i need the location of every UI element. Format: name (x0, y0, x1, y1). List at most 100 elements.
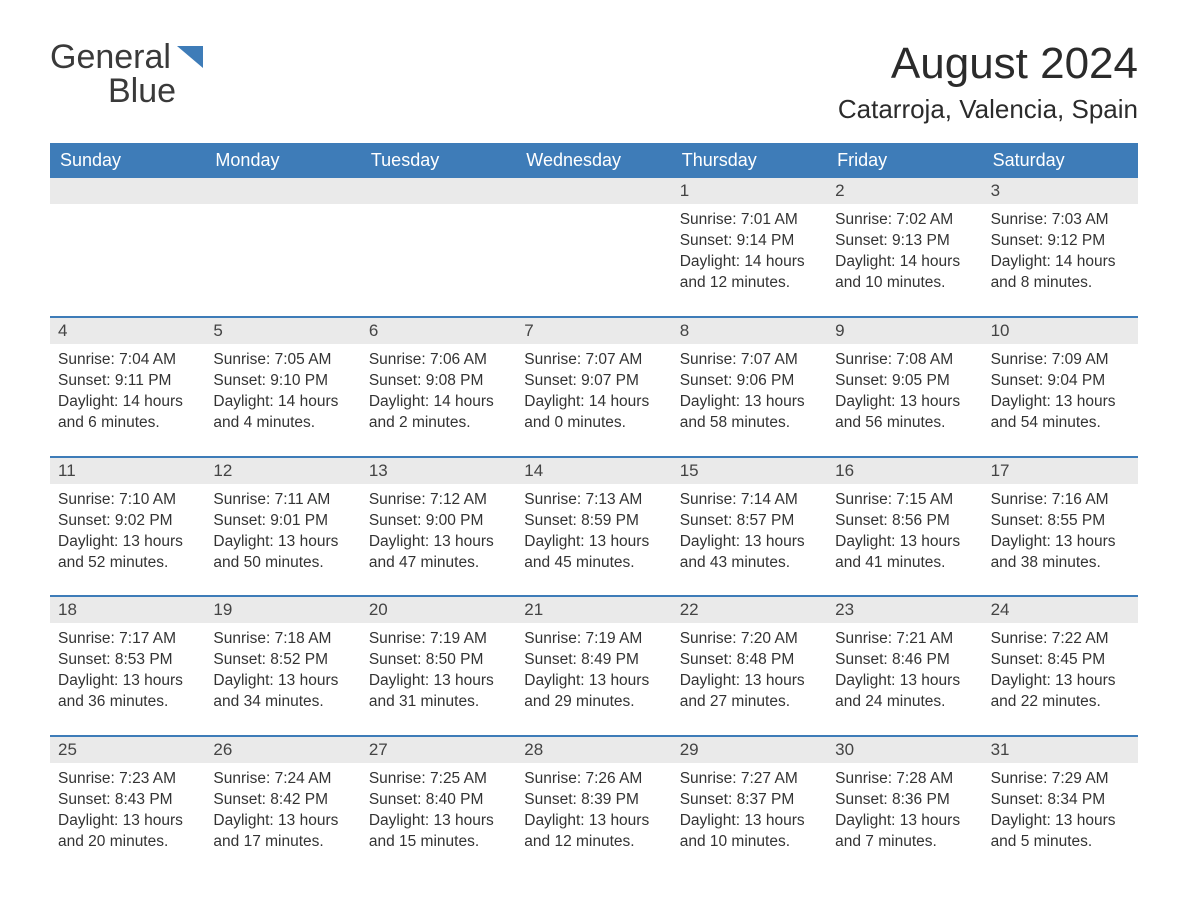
day-number: 10 (983, 318, 1138, 344)
location-subtitle: Catarroja, Valencia, Spain (838, 94, 1138, 125)
daylight-text: Daylight: 13 hours and 27 minutes. (680, 671, 819, 713)
day-details: Sunrise: 7:08 AMSunset: 9:05 PMDaylight:… (827, 344, 982, 438)
day-number: 3 (983, 178, 1138, 204)
day-details: Sunrise: 7:11 AMSunset: 9:01 PMDaylight:… (205, 484, 360, 578)
day-cell: 26Sunrise: 7:24 AMSunset: 8:42 PMDayligh… (205, 737, 360, 857)
day-details: Sunrise: 7:05 AMSunset: 9:10 PMDaylight:… (205, 344, 360, 438)
sunrise-text: Sunrise: 7:26 AM (524, 769, 663, 790)
sunset-text: Sunset: 8:43 PM (58, 790, 197, 811)
day-details: Sunrise: 7:09 AMSunset: 9:04 PMDaylight:… (983, 344, 1138, 438)
day-number: 30 (827, 737, 982, 763)
day-details: Sunrise: 7:25 AMSunset: 8:40 PMDaylight:… (361, 763, 516, 857)
sunset-text: Sunset: 8:34 PM (991, 790, 1130, 811)
weekday-header: Friday (827, 143, 982, 178)
sunset-text: Sunset: 8:39 PM (524, 790, 663, 811)
day-details: Sunrise: 7:04 AMSunset: 9:11 PMDaylight:… (50, 344, 205, 438)
daylight-text: Daylight: 14 hours and 0 minutes. (524, 392, 663, 434)
daylight-text: Daylight: 13 hours and 58 minutes. (680, 392, 819, 434)
day-cell: 22Sunrise: 7:20 AMSunset: 8:48 PMDayligh… (672, 597, 827, 717)
sunrise-text: Sunrise: 7:29 AM (991, 769, 1130, 790)
day-details: Sunrise: 7:29 AMSunset: 8:34 PMDaylight:… (983, 763, 1138, 857)
calendar: Sunday Monday Tuesday Wednesday Thursday… (50, 143, 1138, 856)
day-details: Sunrise: 7:15 AMSunset: 8:56 PMDaylight:… (827, 484, 982, 578)
weekday-header: Saturday (983, 143, 1138, 178)
sunset-text: Sunset: 8:52 PM (213, 650, 352, 671)
sunrise-text: Sunrise: 7:21 AM (835, 629, 974, 650)
daylight-text: Daylight: 14 hours and 2 minutes. (369, 392, 508, 434)
day-details: Sunrise: 7:03 AMSunset: 9:12 PMDaylight:… (983, 204, 1138, 298)
day-details: Sunrise: 7:19 AMSunset: 8:50 PMDaylight:… (361, 623, 516, 717)
day-details: Sunrise: 7:13 AMSunset: 8:59 PMDaylight:… (516, 484, 671, 578)
day-cell: 31Sunrise: 7:29 AMSunset: 8:34 PMDayligh… (983, 737, 1138, 857)
sunrise-text: Sunrise: 7:22 AM (991, 629, 1130, 650)
weekday-header-row: Sunday Monday Tuesday Wednesday Thursday… (50, 143, 1138, 178)
sunrise-text: Sunrise: 7:01 AM (680, 210, 819, 231)
sunset-text: Sunset: 8:57 PM (680, 511, 819, 532)
daylight-text: Daylight: 14 hours and 6 minutes. (58, 392, 197, 434)
day-number: 26 (205, 737, 360, 763)
day-details: Sunrise: 7:22 AMSunset: 8:45 PMDaylight:… (983, 623, 1138, 717)
day-cell: 14Sunrise: 7:13 AMSunset: 8:59 PMDayligh… (516, 458, 671, 578)
day-number: 22 (672, 597, 827, 623)
day-number: 11 (50, 458, 205, 484)
weekday-header: Sunday (50, 143, 205, 178)
sunset-text: Sunset: 8:46 PM (835, 650, 974, 671)
daylight-text: Daylight: 13 hours and 17 minutes. (213, 811, 352, 853)
day-cell: 4Sunrise: 7:04 AMSunset: 9:11 PMDaylight… (50, 318, 205, 438)
sunset-text: Sunset: 9:05 PM (835, 371, 974, 392)
sunset-text: Sunset: 9:13 PM (835, 231, 974, 252)
sunset-text: Sunset: 9:08 PM (369, 371, 508, 392)
day-cell: 27Sunrise: 7:25 AMSunset: 8:40 PMDayligh… (361, 737, 516, 857)
daylight-text: Daylight: 13 hours and 47 minutes. (369, 532, 508, 574)
daylight-text: Daylight: 13 hours and 45 minutes. (524, 532, 663, 574)
sunrise-text: Sunrise: 7:19 AM (369, 629, 508, 650)
day-details: Sunrise: 7:06 AMSunset: 9:08 PMDaylight:… (361, 344, 516, 438)
daylight-text: Daylight: 13 hours and 36 minutes. (58, 671, 197, 713)
sunrise-text: Sunrise: 7:27 AM (680, 769, 819, 790)
daylight-text: Daylight: 13 hours and 41 minutes. (835, 532, 974, 574)
sunset-text: Sunset: 9:06 PM (680, 371, 819, 392)
day-number: 31 (983, 737, 1138, 763)
day-number: 8 (672, 318, 827, 344)
day-cell: 2Sunrise: 7:02 AMSunset: 9:13 PMDaylight… (827, 178, 982, 298)
daylight-text: Daylight: 13 hours and 12 minutes. (524, 811, 663, 853)
sunrise-text: Sunrise: 7:14 AM (680, 490, 819, 511)
day-details: Sunrise: 7:20 AMSunset: 8:48 PMDaylight:… (672, 623, 827, 717)
sunrise-text: Sunrise: 7:04 AM (58, 350, 197, 371)
day-number: 21 (516, 597, 671, 623)
daylight-text: Daylight: 13 hours and 15 minutes. (369, 811, 508, 853)
weekday-header: Thursday (672, 143, 827, 178)
day-cell: 7Sunrise: 7:07 AMSunset: 9:07 PMDaylight… (516, 318, 671, 438)
daylight-text: Daylight: 14 hours and 12 minutes. (680, 252, 819, 294)
day-number: 24 (983, 597, 1138, 623)
day-number: 19 (205, 597, 360, 623)
day-number: 29 (672, 737, 827, 763)
sunrise-text: Sunrise: 7:12 AM (369, 490, 508, 511)
day-number: 20 (361, 597, 516, 623)
sunrise-text: Sunrise: 7:09 AM (991, 350, 1130, 371)
daylight-text: Daylight: 14 hours and 10 minutes. (835, 252, 974, 294)
daylight-text: Daylight: 14 hours and 4 minutes. (213, 392, 352, 434)
sunset-text: Sunset: 8:40 PM (369, 790, 508, 811)
daylight-text: Daylight: 13 hours and 5 minutes. (991, 811, 1130, 853)
daylight-text: Daylight: 13 hours and 43 minutes. (680, 532, 819, 574)
day-details: Sunrise: 7:01 AMSunset: 9:14 PMDaylight:… (672, 204, 827, 298)
sunset-text: Sunset: 8:42 PM (213, 790, 352, 811)
daylight-text: Daylight: 13 hours and 24 minutes. (835, 671, 974, 713)
sunset-text: Sunset: 9:07 PM (524, 371, 663, 392)
daylight-text: Daylight: 13 hours and 50 minutes. (213, 532, 352, 574)
daylight-text: Daylight: 13 hours and 22 minutes. (991, 671, 1130, 713)
sunrise-text: Sunrise: 7:08 AM (835, 350, 974, 371)
day-cell: 28 Sunrise: 7:26 AMSunset: 8:39 PMDayligh… (516, 737, 671, 857)
day-cell: 5Sunrise: 7:05 AMSunset: 9:10 PMDaylight… (205, 318, 360, 438)
week-row: 11Sunrise: 7:10 AMSunset: 9:02 PMDayligh… (50, 456, 1138, 578)
sunset-text: Sunset: 9:12 PM (991, 231, 1130, 252)
day-number: 17 (983, 458, 1138, 484)
day-cell: 21Sunrise: 7:19 AMSunset: 8:49 PMDayligh… (516, 597, 671, 717)
day-details: Sunrise: 7:07 AMSunset: 9:06 PMDaylight:… (672, 344, 827, 438)
sunset-text: Sunset: 9:02 PM (58, 511, 197, 532)
day-number: 28 (516, 737, 671, 763)
sunrise-text: Sunrise: 7:03 AM (991, 210, 1130, 231)
day-number: 25 (50, 737, 205, 763)
day-details: Sunrise: 7:02 AMSunset: 9:13 PMDaylight:… (827, 204, 982, 298)
